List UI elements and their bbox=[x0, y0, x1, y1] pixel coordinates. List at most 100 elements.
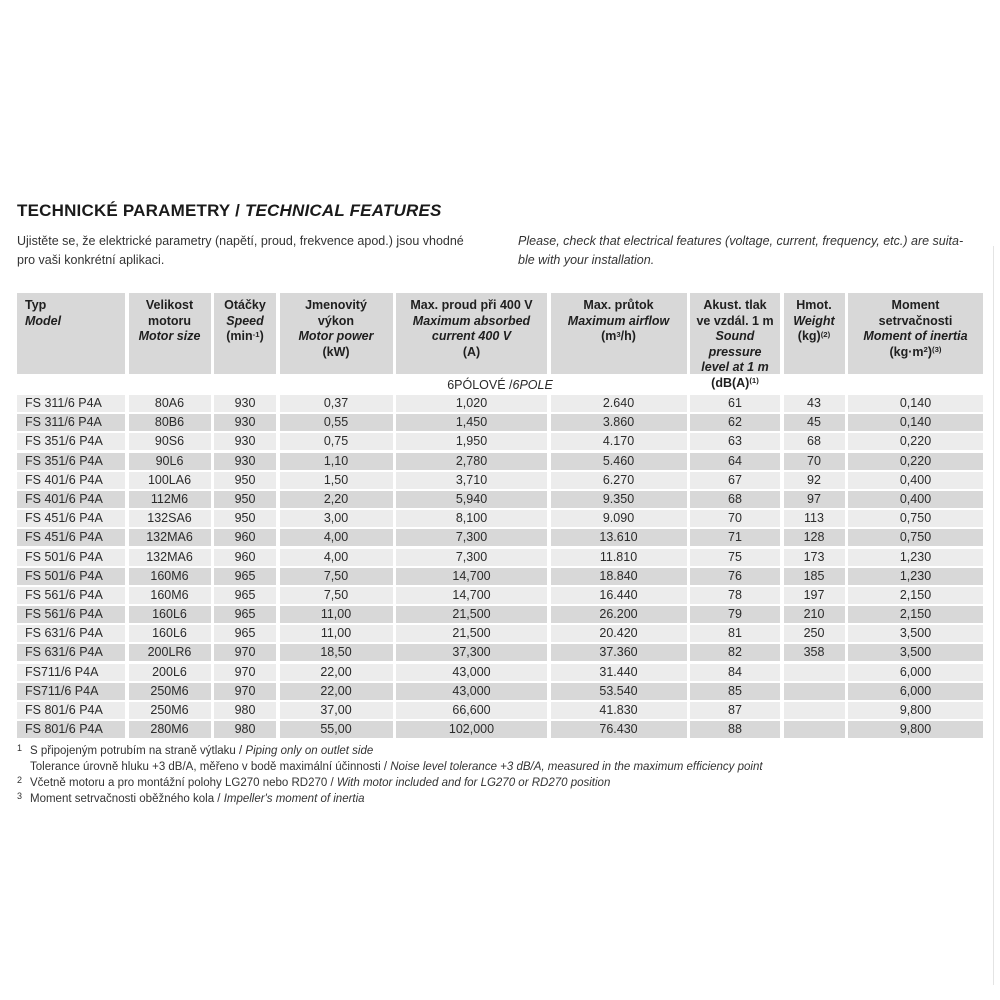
table-cell-r15-c2: 200L6 bbox=[128, 663, 211, 681]
table-cell-r10-c8: 185 bbox=[783, 567, 845, 585]
column-header-line: Akust. tlak bbox=[703, 298, 767, 312]
table-cell-r1-c5: 1,020 bbox=[396, 395, 547, 412]
table-cell-r14-c5: 37,300 bbox=[396, 644, 547, 662]
table-cell-r8-c7: 71 bbox=[690, 529, 780, 547]
table-cell-r6-c5: 5,940 bbox=[396, 490, 547, 508]
column-header-line: (dB(A)(1) bbox=[711, 375, 759, 390]
table-cell-r18-c8 bbox=[783, 721, 845, 739]
table-cell-r12-c8: 210 bbox=[783, 606, 845, 624]
table-cell-r7-c9: 0,750 bbox=[848, 510, 983, 528]
footnotes: 1 S připojeným potrubím na straně výtlaku… bbox=[17, 743, 983, 807]
table-cell-r5-c4: 1,50 bbox=[279, 471, 393, 489]
column-header-line: (kW) bbox=[322, 344, 350, 359]
table-cell-r16-c2: 250M6 bbox=[128, 682, 211, 700]
table-cell-r8-c5: 7,300 bbox=[396, 529, 547, 547]
table-cell-r8-c1: FS 451/6 P4A bbox=[17, 529, 125, 547]
column-header-line: current 400 V bbox=[431, 329, 512, 343]
table-cell-r11-c7: 78 bbox=[690, 586, 780, 604]
footnote-1: 1 S připojeným potrubím na straně výtlaku… bbox=[17, 743, 983, 759]
table-cell-r12-c9: 2,150 bbox=[848, 606, 983, 624]
table-cell-r16-c8 bbox=[783, 682, 845, 700]
column-header-line: Moment of inertia bbox=[863, 329, 968, 343]
table-cell-r17-c7: 87 bbox=[690, 702, 780, 719]
table-cell-r13-c8: 250 bbox=[783, 625, 845, 643]
table-cell-r5-c9: 0,400 bbox=[848, 471, 983, 489]
column-header-line: Maximum airflow bbox=[567, 313, 670, 328]
column-header-line: Weight bbox=[793, 313, 835, 328]
column-header-line: Speed bbox=[226, 313, 264, 328]
table-cell-r4-c3: 930 bbox=[214, 452, 276, 470]
table-cell-r2-c6: 3.860 bbox=[550, 414, 687, 432]
table-cell-r15-c6: 31.440 bbox=[550, 663, 687, 681]
table-cell-r9-c1: FS 501/6 P4A bbox=[17, 548, 125, 566]
table-cell-r15-c7: 84 bbox=[690, 663, 780, 681]
table-cell-r5-c7: 67 bbox=[690, 471, 780, 489]
footnote-text-en: Noise level tolerance +3 dB/A, measured … bbox=[390, 761, 763, 773]
footnote-text-en: With motor included and for LG270 or RD2… bbox=[336, 777, 611, 789]
table-cell-r14-c3: 970 bbox=[214, 644, 276, 662]
table-cell-r6-c2: 112M6 bbox=[128, 490, 211, 508]
table-cell-r14-c6: 37.360 bbox=[550, 644, 687, 662]
table-cell-r7-c5: 8,100 bbox=[396, 510, 547, 528]
table-cell-r13-c2: 160L6 bbox=[128, 625, 211, 643]
footnote-3: 3 Moment setrvačnosti oběžného kola / Imp… bbox=[17, 791, 983, 807]
table-cell-r13-c6: 20.420 bbox=[550, 625, 687, 643]
footnote-2: 2 Včetně motoru a pro montážní polohy LG2… bbox=[17, 775, 983, 791]
table-cell-r7-c8: 113 bbox=[783, 510, 845, 528]
table-cell-r5-c6: 6.270 bbox=[550, 471, 687, 489]
table-cell-r13-c4: 11,00 bbox=[279, 625, 393, 643]
table-cell-r12-c1: FS 561/6 P4A bbox=[17, 606, 125, 624]
table-cell-r11-c6: 16.440 bbox=[550, 586, 687, 604]
column-header-line: Moment bbox=[891, 298, 940, 312]
footnote-text-en: Impeller's moment of inertia bbox=[223, 793, 365, 805]
column-header-line: Velikost bbox=[145, 298, 194, 312]
table-cell-r16-c9: 6,000 bbox=[848, 682, 983, 700]
table-cell-r13-c5: 21,500 bbox=[396, 625, 547, 643]
column-header-line: Motor power bbox=[298, 329, 374, 343]
table-cell-r4-c6: 5.460 bbox=[550, 452, 687, 470]
column-header-line: (min-1) bbox=[226, 329, 264, 343]
table-cell-r10-c9: 1,230 bbox=[848, 567, 983, 585]
footnote-marker: 2 bbox=[17, 775, 23, 785]
table-cell-r8-c8: 128 bbox=[783, 529, 845, 547]
table-cell-r12-c7: 79 bbox=[690, 606, 780, 624]
table-cell-r15-c9: 6,000 bbox=[848, 663, 983, 681]
table-cell-r1-c4: 0,37 bbox=[279, 395, 393, 412]
page-title-en: TECHNICAL FEATURES bbox=[244, 201, 442, 220]
table-cell-r2-c5: 1,450 bbox=[396, 414, 547, 432]
column-header-line: Motor size bbox=[138, 329, 201, 343]
table-cell-r8-c6: 13.610 bbox=[550, 529, 687, 547]
table-cell-r6-c4: 2,20 bbox=[279, 490, 393, 508]
table-cell-r11-c1: FS 561/6 P4A bbox=[17, 586, 125, 604]
table-cell-r8-c3: 960 bbox=[214, 529, 276, 547]
table-cell-r14-c8: 358 bbox=[783, 644, 845, 662]
column-header-line: motoru bbox=[147, 313, 192, 328]
column-header-3: Otáčky Speed (min-1) bbox=[214, 293, 276, 374]
table-cell-r4-c4: 1,10 bbox=[279, 452, 393, 470]
table-cell-r17-c8 bbox=[783, 702, 845, 719]
table-cell-r5-c1: FS 401/6 P4A bbox=[17, 471, 125, 489]
column-header-line: (kg·m2)(3) bbox=[889, 344, 942, 359]
table-cell-r11-c2: 160M6 bbox=[128, 586, 211, 604]
table-cell-r10-c1: FS 501/6 P4A bbox=[17, 567, 125, 585]
table-cell-r3-c4: 0,75 bbox=[279, 433, 393, 451]
table-cell-r11-c9: 2,150 bbox=[848, 586, 983, 604]
table-cell-r18-c7: 88 bbox=[690, 721, 780, 739]
table-cell-r15-c4: 22,00 bbox=[279, 663, 393, 681]
table-cell-r8-c9: 0,750 bbox=[848, 529, 983, 547]
table-cell-r11-c8: 197 bbox=[783, 586, 845, 604]
table-cell-r13-c9: 3,500 bbox=[848, 625, 983, 643]
table-cell-r8-c4: 4,00 bbox=[279, 529, 393, 547]
table-cell-r10-c2: 160M6 bbox=[128, 567, 211, 585]
table-cell-r2-c1: FS 311/6 P4A bbox=[17, 414, 125, 432]
footnote-text-cz: Včetně motoru a pro montážní polohy LG27… bbox=[30, 777, 337, 789]
column-header-9: Moment setrvačnosti Moment of inertia (kg·m… bbox=[848, 293, 983, 374]
table-header-row: Typ Model Velikost motoru Motor size Otáčky Sp… bbox=[17, 293, 983, 390]
column-header-line: setrvačnosti bbox=[878, 313, 953, 328]
table-cell-r7-c2: 132SA6 bbox=[128, 510, 211, 528]
column-header-line: Maximum absorbed bbox=[412, 313, 531, 328]
table-cell-r18-c1: FS 801/6 P4A bbox=[17, 721, 125, 739]
page-right-rule bbox=[993, 246, 994, 985]
table-cell-r4-c7: 64 bbox=[690, 452, 780, 470]
